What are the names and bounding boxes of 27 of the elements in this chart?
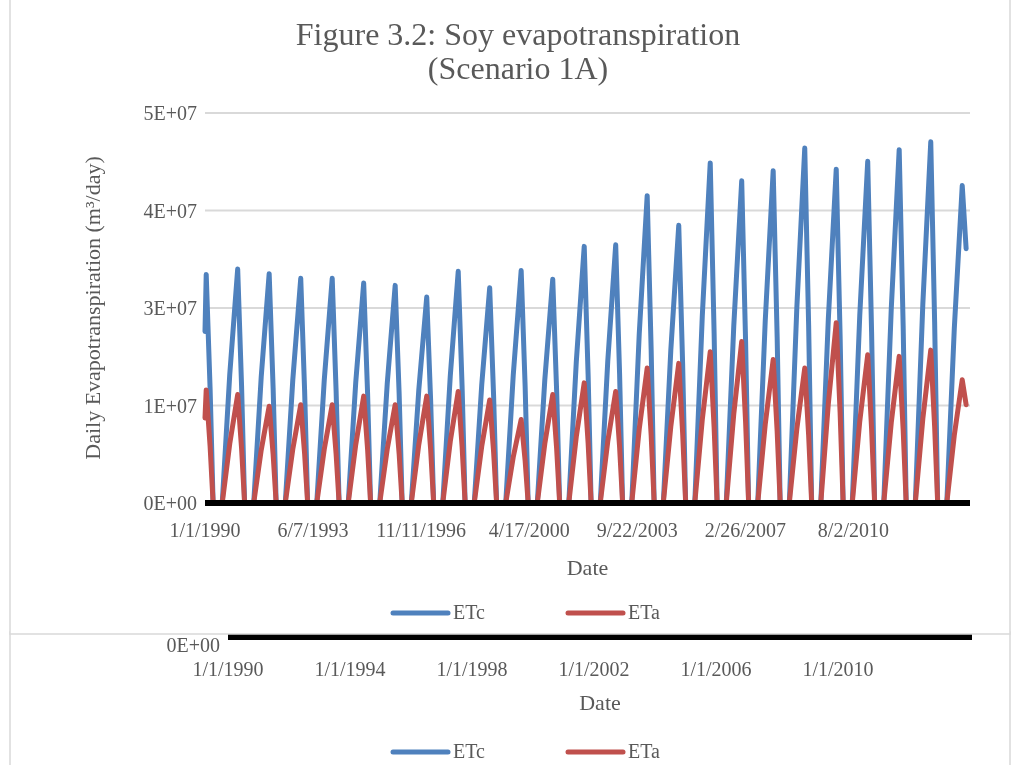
x-tick-label: 11/11/1996 <box>376 519 466 541</box>
text: 1/1/2006 <box>680 658 752 680</box>
y-tick-label: 0E+00 <box>143 492 197 514</box>
y-axis-title: Daily Evapotranspiration (m³/day) <box>80 156 105 460</box>
text: 1/1/1990 <box>192 658 264 680</box>
y-tick-label: 4E+07 <box>143 199 197 222</box>
text: 1/1/2010 <box>802 658 874 680</box>
x-tick-label: 8/2/2010 <box>817 519 889 541</box>
y-tick-label: 5E+07 <box>143 102 197 124</box>
legend-label: ETc <box>453 740 486 762</box>
text: 1/1/1994 <box>314 658 386 680</box>
text: Date <box>579 690 621 715</box>
x-axis-title: Date <box>566 555 609 580</box>
x-tick-label: 4/17/2000 <box>488 519 570 541</box>
x-tick-label: 9/22/2003 <box>596 519 678 541</box>
y-tick-label: 3E+07 <box>143 297 197 319</box>
text: 1/1/1998 <box>436 658 508 680</box>
x-tick-label: 2/26/2007 <box>704 519 786 541</box>
text: 0E+00 <box>166 634 220 656</box>
legend-label: ETc <box>453 601 486 623</box>
x-tick-label: 1/1/1990 <box>169 519 241 541</box>
chart-title: Figure 3.2: Soy evapotranspiration (Scenario 1A) <box>295 16 741 86</box>
y-tick-label: 1E+07 <box>143 394 197 417</box>
legend-label: ETa <box>628 740 661 762</box>
text: 1/1/2002 <box>558 658 630 680</box>
legend-label: ETa <box>628 601 661 623</box>
x-tick-label: 6/7/1993 <box>277 519 349 541</box>
